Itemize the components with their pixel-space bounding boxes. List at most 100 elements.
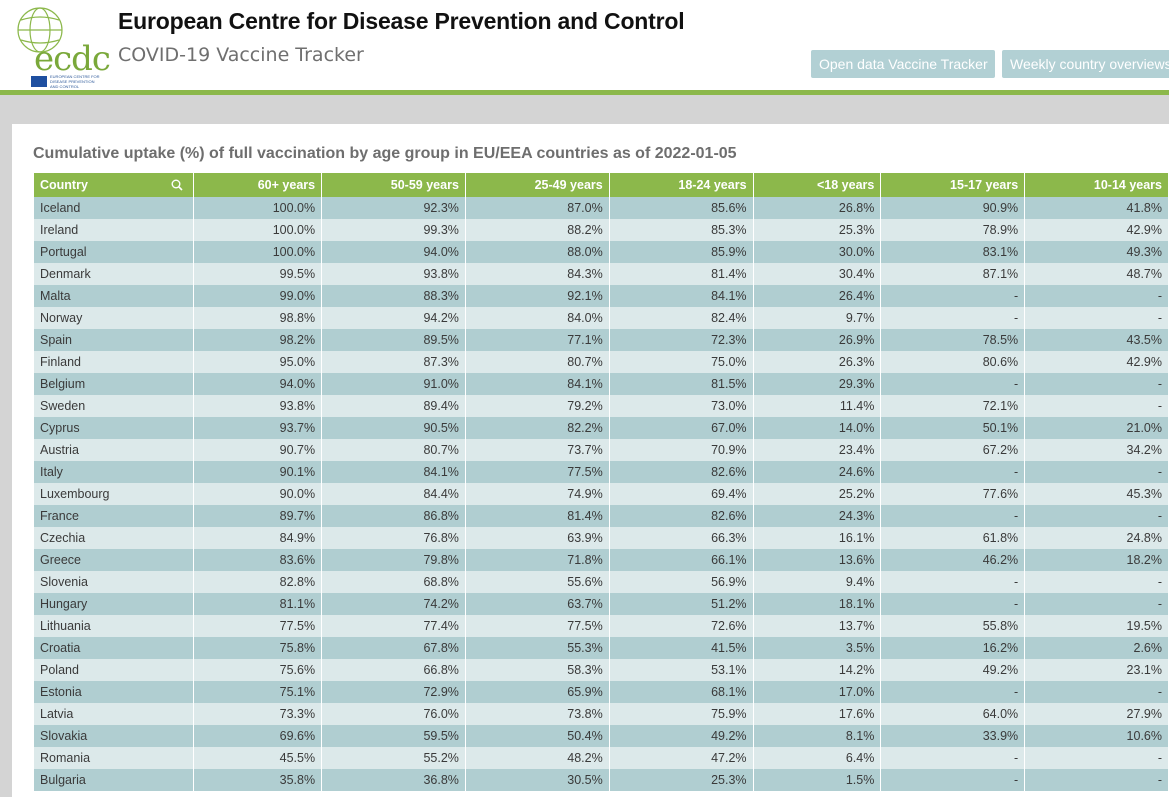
column-header-25-49[interactable]: 25-49 years <box>465 173 610 197</box>
value-cell: 26.8% <box>753 197 882 219</box>
country-cell: Slovakia <box>34 725 195 747</box>
value-cell: 72.1% <box>880 395 1026 417</box>
table-row[interactable]: Romania 45.5% 55.2% 48.2% 47.2% 6.4% - - <box>34 747 1169 769</box>
table-row[interactable]: Malta 99.0% 88.3% 92.1% 84.1% 26.4% - - <box>34 285 1169 307</box>
value-cell: 100.0% <box>193 197 323 219</box>
value-cell: 82.4% <box>609 307 754 329</box>
value-cell: 84.9% <box>193 527 323 549</box>
value-cell: 67.2% <box>880 439 1026 461</box>
value-cell: 81.4% <box>609 263 754 285</box>
value-cell: 81.4% <box>465 505 610 527</box>
table-row[interactable]: Croatia 75.8% 67.8% 55.3% 41.5% 3.5% 16.2% 2.6% <box>34 637 1169 659</box>
table-row[interactable]: Norway 98.8% 94.2% 84.0% 82.4% 9.7% - - <box>34 307 1169 329</box>
table-row[interactable]: Sweden 93.8% 89.4% 79.2% 73.0% 11.4% 72.1% - <box>34 395 1169 417</box>
table-row[interactable]: Lithuania 77.5% 77.4% 77.5% 72.6% 13.7% 55.8% 1… <box>34 615 1169 637</box>
table-row[interactable]: Italy 90.1% 84.1% 77.5% 82.6% 24.6% - - <box>34 461 1169 483</box>
value-cell: 98.2% <box>193 329 323 351</box>
table-row[interactable]: France 89.7% 86.8% 81.4% 82.6% 24.3% - - <box>34 505 1169 527</box>
column-header-under-18[interactable]: <18 years <box>753 173 882 197</box>
value-cell: 88.0% <box>465 241 610 263</box>
value-cell: 41.5% <box>609 637 754 659</box>
value-cell: 77.4% <box>321 615 466 637</box>
column-header-50-59[interactable]: 50-59 years <box>321 173 466 197</box>
country-cell: Lithuania <box>34 615 195 637</box>
value-cell: 26.4% <box>753 285 882 307</box>
value-cell: 84.1% <box>321 461 466 483</box>
table-row[interactable]: Iceland 100.0% 92.3% 87.0% 85.6% 26.8% 90.9% 41… <box>34 197 1169 219</box>
header-divider <box>0 90 1169 95</box>
weekly-overviews-button[interactable]: Weekly country overviews <box>1002 50 1169 78</box>
value-cell: 75.6% <box>193 659 323 681</box>
country-cell: Belgium <box>34 373 195 395</box>
value-cell: 11.4% <box>753 395 882 417</box>
table-row[interactable]: Slovakia 69.6% 59.5% 50.4% 49.2% 8.1% 33.9% 10.… <box>34 725 1169 747</box>
value-cell: 1.5% <box>753 769 882 791</box>
value-cell: 79.8% <box>321 549 466 571</box>
value-cell: 41.8% <box>1024 197 1169 219</box>
value-cell: 27.9% <box>1024 703 1169 725</box>
value-cell: 21.0% <box>1024 417 1169 439</box>
eu-flag-icon <box>31 76 47 87</box>
column-header-10-14[interactable]: 10-14 years <box>1024 173 1169 197</box>
value-cell: - <box>880 571 1026 593</box>
table-row[interactable]: Austria 90.7% 80.7% 73.7% 70.9% 23.4% 67.2% 34.… <box>34 439 1169 461</box>
table-row[interactable]: Estonia 75.1% 72.9% 65.9% 68.1% 17.0% - - <box>34 681 1169 703</box>
value-cell: 88.3% <box>321 285 466 307</box>
table-row[interactable]: Denmark 99.5% 93.8% 84.3% 81.4% 30.4% 87.1% 48.… <box>34 263 1169 285</box>
value-cell: - <box>880 505 1026 527</box>
value-cell: 85.9% <box>609 241 754 263</box>
table-row[interactable]: Greece 83.6% 79.8% 71.8% 66.1% 13.6% 46.2% 18.2… <box>34 549 1169 571</box>
value-cell: 77.5% <box>193 615 323 637</box>
value-cell: 78.5% <box>880 329 1026 351</box>
value-cell: - <box>1024 681 1169 703</box>
value-cell: 16.1% <box>753 527 882 549</box>
value-cell: 93.8% <box>193 395 323 417</box>
table-row[interactable]: Czechia 84.9% 76.8% 63.9% 66.3% 16.1% 61.8% 24.… <box>34 527 1169 549</box>
value-cell: 14.0% <box>753 417 882 439</box>
value-cell: 69.6% <box>193 725 323 747</box>
value-cell: 19.5% <box>1024 615 1169 637</box>
value-cell: 46.2% <box>880 549 1026 571</box>
value-cell: 94.2% <box>321 307 466 329</box>
table-row[interactable]: Spain 98.2% 89.5% 77.1% 72.3% 26.9% 78.5% 43.5% <box>34 329 1169 351</box>
value-cell: 84.1% <box>465 373 610 395</box>
logo-subtext: EUROPEAN CENTRE FOR DISEASE PREVENTION A… <box>50 74 100 89</box>
site-header: ecdc EUROPEAN CENTRE FOR DISEASE PREVENT… <box>0 0 1169 90</box>
table-row[interactable]: Luxembourg 90.0% 84.4% 74.9% 69.4% 25.2% 77.6%… <box>34 483 1169 505</box>
open-data-button[interactable]: Open data Vaccine Tracker <box>811 50 995 78</box>
value-cell: 25.3% <box>753 219 882 241</box>
table-row[interactable]: Hungary 81.1% 74.2% 63.7% 51.2% 18.1% - - <box>34 593 1169 615</box>
value-cell: - <box>1024 461 1169 483</box>
value-cell: 68.8% <box>321 571 466 593</box>
value-cell: 72.9% <box>321 681 466 703</box>
table-row[interactable]: Portugal 100.0% 94.0% 88.0% 85.9% 30.0% 83.1% 4… <box>34 241 1169 263</box>
table-row[interactable]: Ireland 100.0% 99.3% 88.2% 85.3% 25.3% 78.9% 42… <box>34 219 1169 241</box>
search-icon[interactable] <box>171 179 183 191</box>
column-header-18-24[interactable]: 18-24 years <box>609 173 754 197</box>
value-cell: 24.8% <box>1024 527 1169 549</box>
value-cell: - <box>1024 307 1169 329</box>
value-cell: 90.9% <box>880 197 1026 219</box>
value-cell: 77.6% <box>880 483 1026 505</box>
table-row[interactable]: Slovenia 82.8% 68.8% 55.6% 56.9% 9.4% - - <box>34 571 1169 593</box>
country-cell: Poland <box>34 659 195 681</box>
table-row[interactable]: Cyprus 93.7% 90.5% 82.2% 67.0% 14.0% 50.1% 21.0… <box>34 417 1169 439</box>
country-cell: Spain <box>34 329 195 351</box>
table-row[interactable]: Belgium 94.0% 91.0% 84.1% 81.5% 29.3% - - <box>34 373 1169 395</box>
value-cell: 36.8% <box>321 769 466 791</box>
value-cell: 55.8% <box>880 615 1026 637</box>
ecdc-logo[interactable]: ecdc EUROPEAN CENTRE FOR DISEASE PREVENT… <box>12 6 111 89</box>
column-header-15-17[interactable]: 15-17 years <box>880 173 1026 197</box>
column-header-country[interactable]: Country <box>34 173 195 197</box>
value-cell: 71.8% <box>465 549 610 571</box>
table-row[interactable]: Finland 95.0% 87.3% 80.7% 75.0% 26.3% 80.6% 42.… <box>34 351 1169 373</box>
value-cell: - <box>1024 285 1169 307</box>
column-header-60-plus[interactable]: 60+ years <box>193 173 323 197</box>
table-row[interactable]: Poland 75.6% 66.8% 58.3% 53.1% 14.2% 49.2% 23.1… <box>34 659 1169 681</box>
country-cell: Bulgaria <box>34 769 195 791</box>
value-cell: 49.3% <box>1024 241 1169 263</box>
table-row[interactable]: Bulgaria 35.8% 36.8% 30.5% 25.3% 1.5% - - <box>34 769 1169 791</box>
table-row[interactable]: Latvia 73.3% 76.0% 73.8% 75.9% 17.6% 64.0% 27.9… <box>34 703 1169 725</box>
value-cell: 25.3% <box>609 769 754 791</box>
value-cell: 59.5% <box>321 725 466 747</box>
